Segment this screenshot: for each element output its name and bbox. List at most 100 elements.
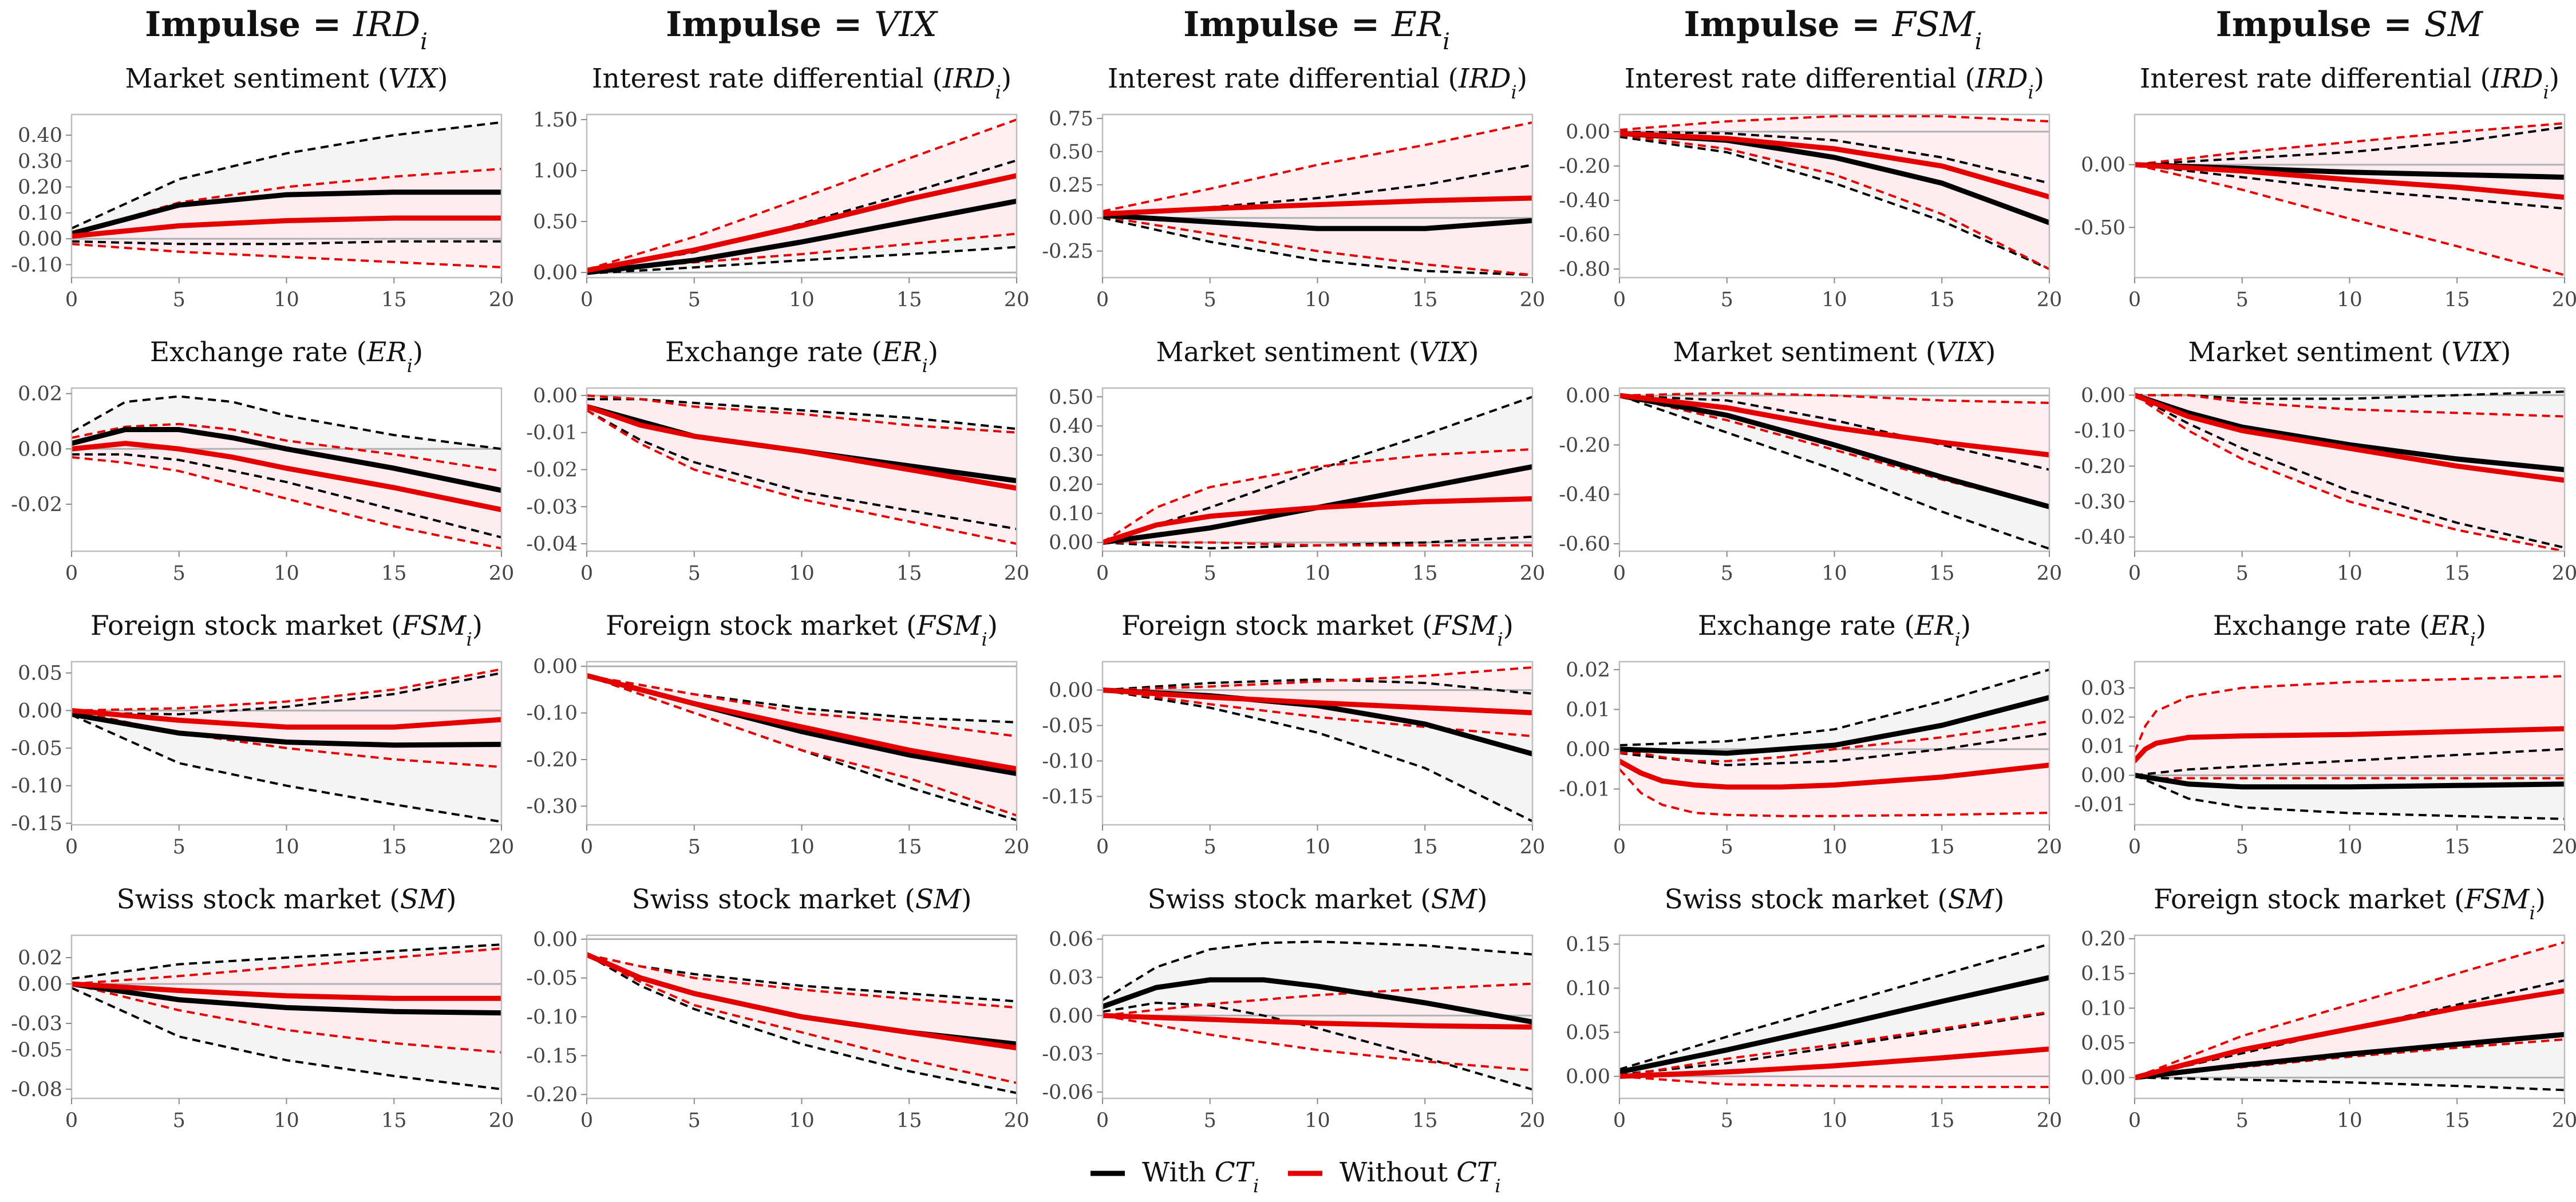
ci-band <box>72 948 501 1053</box>
x-tick-label: 5 <box>688 562 701 585</box>
y-tick-label: 0.00 <box>1566 385 1610 408</box>
ci-lower-line <box>1619 1075 2049 1088</box>
ci-upper-line <box>72 422 501 472</box>
x-tick-label: 10 <box>789 836 815 859</box>
x-tick-label: 20 <box>489 836 515 859</box>
ci-upper-line <box>1103 448 1532 544</box>
ci-lower-line <box>2135 394 2565 551</box>
ci-band <box>587 396 1017 544</box>
y-tick-label: -0.20 <box>1559 434 1610 457</box>
y-tick-label: 0.00 <box>1566 738 1610 761</box>
ci-upper-line <box>1619 720 2049 762</box>
column-title-var: FSM <box>1891 5 1976 45</box>
panel-r0-c1: Interest rate differential (IRDi) 0 5 10 15 2… <box>533 63 1029 311</box>
column-title-sub: i <box>1975 29 1982 55</box>
y-tick-label: 0.00 <box>2081 1067 2125 1090</box>
y-tick-label: 0.00 <box>1049 532 1093 555</box>
y-tick-label: 0.05 <box>2081 1032 2125 1055</box>
ci-band <box>1619 116 2049 269</box>
y-tick-label: 0.00 <box>533 928 578 951</box>
x-tick-label: 0 <box>1096 288 1109 311</box>
column-title-sub: i <box>1443 29 1450 55</box>
x-tick-label: 0 <box>580 1109 593 1132</box>
y-tick-label: 0.00 <box>533 655 578 678</box>
y-tick-label: 0.40 <box>1049 415 1093 438</box>
ci-lower-line <box>1103 216 1532 276</box>
irf-line-with <box>2135 773 2565 790</box>
panel-title: Foreign stock market (FSMi) <box>90 610 483 650</box>
ci-lower-line <box>587 409 1017 545</box>
y-tick-label: -0.05 <box>11 1039 62 1062</box>
x-tick-label: 10 <box>789 288 815 311</box>
irf-line-with <box>2135 392 2565 472</box>
ci-upper-line <box>2135 748 2565 777</box>
panel-r0-c4: Interest rate differential (IRDi) 0 5 10 15 2… <box>2074 63 2576 311</box>
x-tick-label: 10 <box>2337 562 2362 585</box>
column-title-prefix: Impulse = <box>2216 5 2424 45</box>
ci-upper-line <box>1103 121 1532 213</box>
panel-title: Foreign stock market (FSMi) <box>2154 884 2546 924</box>
y-tick-label: 0.30 <box>1049 444 1093 467</box>
ci-lower-line <box>72 456 501 550</box>
x-tick-label: 15 <box>1412 836 1438 859</box>
legend-without-var: CT <box>1456 1157 1497 1188</box>
x-tick-label: 10 <box>1822 836 1847 859</box>
y-tick-label: -0.03 <box>1042 1043 1093 1066</box>
ci-lower-line <box>2135 163 2565 210</box>
panel-r1-c1: Exchange rate (ERi) 0 5 10 15 20 -0.04 -0.03 -0.… <box>526 337 1029 585</box>
y-tick-label: -0.04 <box>526 533 578 556</box>
irf-line-with <box>587 198 1017 275</box>
x-tick-label: 5 <box>688 288 701 311</box>
irf-line-with <box>72 189 501 236</box>
y-tick-label: 0.05 <box>18 662 62 685</box>
y-tick-label: -0.15 <box>526 1045 578 1067</box>
ci-upper-line <box>1619 1011 2049 1078</box>
y-tick-label: -0.40 <box>1559 189 1610 212</box>
column-title-var: SM <box>2424 5 2484 45</box>
y-tick-label: 0.10 <box>2081 997 2125 1020</box>
y-tick-label: -0.10 <box>11 254 62 276</box>
column-title-prefix: Impulse = <box>145 5 353 45</box>
x-tick-label: 5 <box>173 288 185 311</box>
ci-lower-line <box>72 983 501 1054</box>
ci-band <box>1619 721 2049 816</box>
x-tick-label: 0 <box>2128 1109 2141 1132</box>
y-tick-label: 0.10 <box>18 202 62 225</box>
x-tick-label: 20 <box>1520 836 1546 859</box>
panel-title: Swiss stock market (SM) <box>117 884 457 915</box>
y-tick-label: -0.03 <box>11 1013 62 1035</box>
x-tick-label: 15 <box>381 836 407 859</box>
ci-upper-line <box>1619 668 2049 746</box>
ci-upper-line <box>2135 941 2565 1079</box>
x-tick-label: 15 <box>896 562 922 585</box>
y-tick-label: 0.01 <box>1566 698 1610 721</box>
y-tick-label: -0.15 <box>1042 785 1093 808</box>
ci-upper-line <box>1103 982 1532 1017</box>
y-tick-label: -0.30 <box>526 795 578 818</box>
y-tick-label: -0.20 <box>526 749 578 772</box>
panel-r0-c3: Interest rate differential (IRDi) 0 5 10 15 2… <box>1559 63 2062 311</box>
irf-line-without <box>1619 758 2049 790</box>
panels-grid: Market sentiment (VIX)0 5 10 15 20-0.100.000… <box>11 63 2576 1132</box>
legend-without-prefix: Without <box>1340 1157 1456 1188</box>
x-tick-label: 0 <box>1096 836 1109 859</box>
column-title-var: VIX <box>874 5 938 45</box>
y-tick-label: 1.00 <box>533 160 578 183</box>
ci-lower-line <box>587 674 1017 817</box>
x-tick-label: 5 <box>2236 288 2249 311</box>
panel-title: Exchange rate (ERi) <box>150 337 423 377</box>
x-tick-label: 15 <box>1929 1109 1955 1132</box>
x-tick-label: 15 <box>896 1109 922 1132</box>
x-tick-label: 10 <box>1822 1109 1847 1132</box>
y-tick-label: -0.50 <box>2074 216 2125 239</box>
y-tick-label: -0.02 <box>526 459 578 482</box>
column-title-prefix: Impulse = <box>666 5 874 45</box>
x-tick-label: 10 <box>1822 288 1847 311</box>
irf-line-without <box>2135 392 2565 483</box>
x-tick-label: 5 <box>1721 836 1733 859</box>
x-tick-label: 0 <box>580 562 593 585</box>
irf-line-without <box>72 441 501 512</box>
panel-r0-c2: Interest rate differential (IRDi) 0 5 10 15 2… <box>1042 63 1545 311</box>
y-tick-label: -0.01 <box>526 422 578 445</box>
panel-r3-c0: Swiss stock market (SM) 0 5 10 15 20 -0.08 -0.0… <box>11 884 514 1132</box>
